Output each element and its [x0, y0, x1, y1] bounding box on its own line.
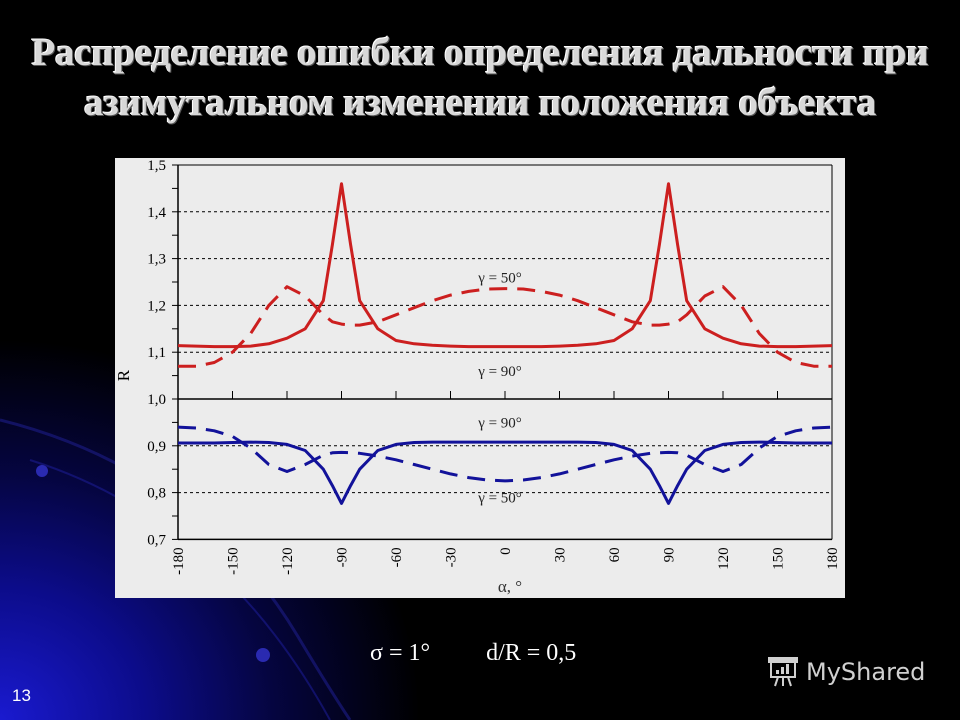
title-line-2: азимутальном изменении положения объекта	[83, 81, 877, 124]
x-tick-label: 150	[771, 547, 787, 570]
x-tick-label: 90	[662, 547, 678, 562]
y-axis-label: R	[115, 369, 133, 381]
slide-title: Распределение ошибки определения дальнос…	[0, 28, 960, 128]
curve-annotation-label: γ = 90°	[477, 415, 522, 431]
x-tick-label: -180	[171, 547, 187, 575]
x-tick-label: 180	[825, 547, 841, 570]
x-tick-label: -60	[389, 547, 405, 567]
y-tick-label: 1,3	[147, 252, 166, 268]
brand-name: MyShared	[806, 658, 926, 686]
y-tick-label: 1,1	[147, 345, 166, 361]
curve-annotation-label: γ = 50°	[477, 490, 522, 506]
range-error-chart: 0,7 0,8 0,9 1,0 1,1 1,2 1,3 1,4 1,5 -180 -150 -120 -…	[115, 158, 841, 596]
brand-watermark: MyShared	[766, 655, 925, 689]
y-tick-label: 1,2	[147, 298, 166, 314]
x-tick-label: -120	[280, 547, 296, 575]
x-tick-label: 60	[607, 547, 623, 562]
y-tick-label: 1,5	[147, 158, 166, 174]
curve-annotation-label: γ = 50°	[477, 270, 522, 286]
y-tick-label: 1,4	[147, 205, 166, 221]
ratio-label: d/R = 0,5	[486, 640, 577, 666]
series-line-dashed	[177, 425, 833, 483]
x-axis-label: α, °	[498, 577, 522, 596]
title-line-1: Распределение ошибки определения дальнос…	[31, 31, 929, 74]
sigma-label: σ = 1°	[370, 640, 431, 666]
series-line-dashed	[178, 285, 832, 368]
y-tick-label: 0,7	[147, 532, 166, 548]
y-tick-label: 0,8	[147, 486, 166, 502]
x-tick-label: -150	[226, 547, 242, 575]
x-tick-label: 120	[716, 547, 732, 570]
series-line-solid	[177, 182, 833, 349]
chart-panel: 0,7 0,8 0,9 1,0 1,1 1,2 1,3 1,4 1,5 -180 -150 -120 -…	[115, 158, 845, 598]
x-tick-label: -30	[444, 547, 460, 567]
presentation-board-icon	[768, 657, 798, 687]
x-tick-label: -90	[335, 547, 351, 567]
x-tick-label: 0	[498, 547, 514, 555]
x-tick-label: 30	[553, 547, 569, 562]
curve-annotation-label: γ = 90°	[477, 364, 522, 380]
series-line-solid	[178, 440, 832, 505]
parameters-caption: σ = 1° d/R = 0,5	[370, 640, 576, 667]
y-tick-label: 0,9	[147, 439, 166, 455]
page-number: 13	[12, 686, 31, 705]
y-tick-label: 1,0	[147, 392, 166, 408]
